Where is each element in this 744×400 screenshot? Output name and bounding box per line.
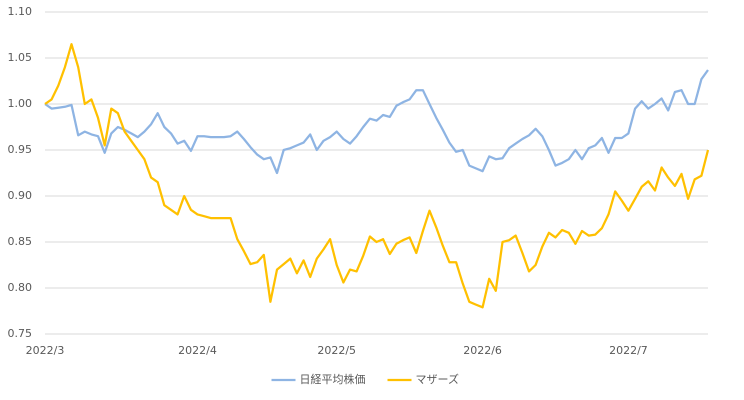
y-tick-label: 1.10 [8,5,33,18]
x-tick-label: 2022/7 [609,344,648,357]
x-tick-label: 2022/6 [463,344,502,357]
legend-label: 日経平均株価 [300,372,366,386]
y-tick-label: 1.00 [8,97,33,110]
y-tick-label: 0.75 [8,327,33,340]
line-series [44,43,710,309]
x-tick-label: 2022/5 [317,344,356,357]
x-tick-label: 2022/4 [178,344,217,357]
y-tick-label: 0.85 [8,235,33,248]
y-tick-label: 0.90 [8,189,33,202]
y-tick-label: 0.95 [8,143,33,156]
y-tick-label: 0.80 [8,281,33,294]
line-series [44,69,709,175]
x-tick-label: 2022/3 [26,344,65,357]
y-tick-label: 1.05 [8,51,33,64]
legend-label: マザーズ [416,372,459,386]
